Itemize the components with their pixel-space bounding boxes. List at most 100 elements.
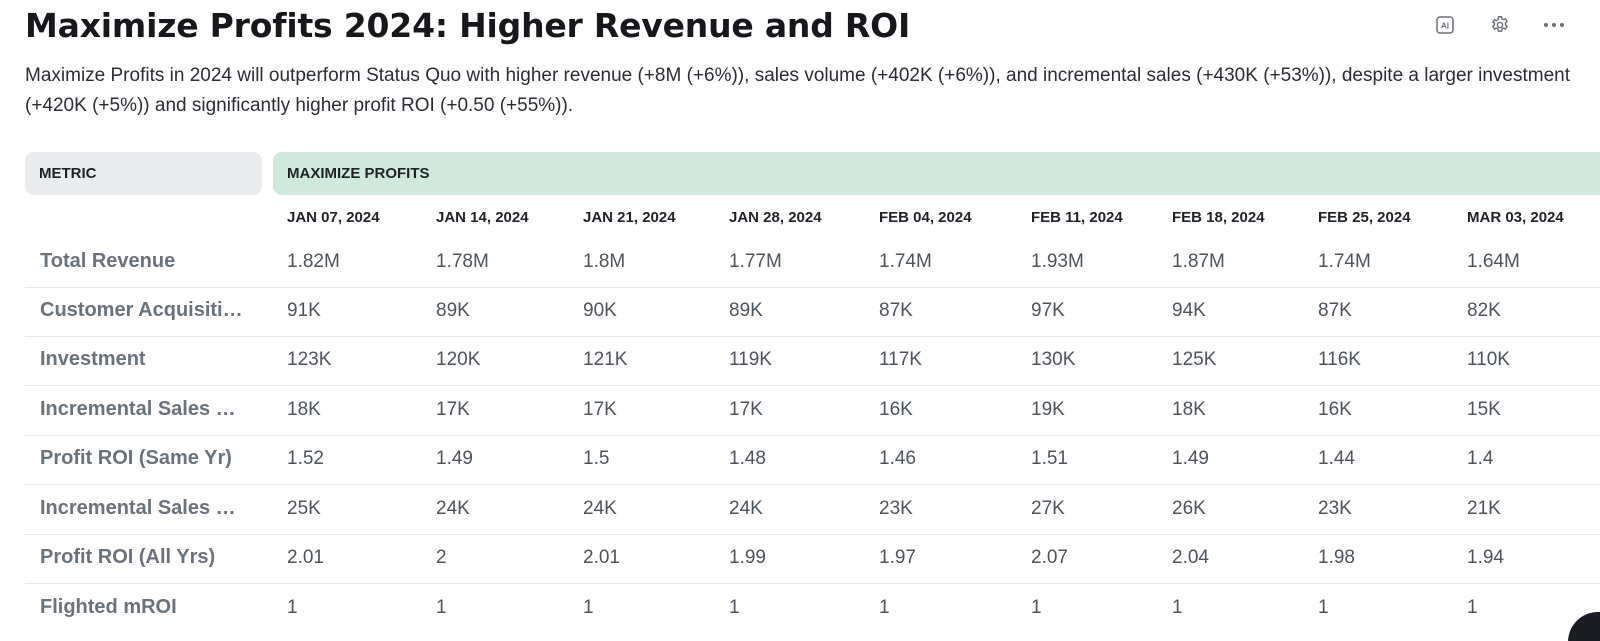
table-cell: 2.07 bbox=[1031, 547, 1068, 568]
header-actions: AI bbox=[1400, 10, 1600, 40]
table-cell: 89K bbox=[729, 300, 763, 321]
row-label: Total Revenue bbox=[40, 250, 176, 272]
table-cell: 16K bbox=[1318, 399, 1352, 420]
more-options-icon[interactable] bbox=[1542, 13, 1566, 37]
table-cell: 1 bbox=[729, 597, 740, 618]
date-header: JAN 07, 2024 bbox=[287, 209, 380, 226]
table-cell: 94K bbox=[1172, 300, 1206, 321]
table-cell: 1.82M bbox=[287, 251, 340, 272]
table-cell: 24K bbox=[583, 498, 617, 519]
table-cell: 91K bbox=[287, 300, 321, 321]
row-label: Customer Acquisiti… bbox=[40, 299, 243, 321]
table-cell: 1.44 bbox=[1318, 448, 1355, 469]
summary-text: Maximize Profits in 2024 will outperform… bbox=[25, 65, 1570, 116]
table-cell: 117K bbox=[879, 349, 922, 370]
ai-icon[interactable]: AI bbox=[1433, 13, 1457, 37]
table-cell: 123K bbox=[287, 349, 332, 370]
table-cell: 2 bbox=[436, 547, 447, 568]
table-row: Total Revenue 1.82M 1.78M 1.8M 1.77M 1.74M 1.9… bbox=[25, 239, 1600, 288]
table-cell: 110K bbox=[1467, 349, 1510, 370]
table-cell: 97K bbox=[1031, 300, 1065, 321]
table-cell: 1.52 bbox=[287, 448, 324, 469]
table-cell: 24K bbox=[436, 498, 470, 519]
table-cell: 1.87M bbox=[1172, 251, 1225, 272]
table-cell: 2.04 bbox=[1172, 547, 1209, 568]
page-title: Maximize Profits 2024: Higher Revenue an… bbox=[25, 6, 911, 45]
table-cell: 116K bbox=[1318, 349, 1361, 370]
date-header: FEB 25, 2024 bbox=[1318, 209, 1411, 226]
date-header: JAN 21, 2024 bbox=[583, 209, 676, 226]
date-header: FEB 18, 2024 bbox=[1172, 209, 1265, 226]
table-cell: 87K bbox=[879, 300, 913, 321]
table-cell: 19K bbox=[1031, 399, 1065, 420]
table-cell: 1 bbox=[1031, 597, 1042, 618]
table-cell: 119K bbox=[729, 349, 772, 370]
table-cell: 1.74M bbox=[879, 251, 932, 272]
table-cell: 1.49 bbox=[1172, 448, 1209, 469]
table-cell: 2.01 bbox=[583, 547, 620, 568]
table-cell: 1.93M bbox=[1031, 251, 1084, 272]
table-cell: 90K bbox=[583, 300, 617, 321]
scenario-column-header: MAXIMIZE PROFITS bbox=[273, 152, 1600, 195]
gear-icon[interactable] bbox=[1488, 13, 1512, 37]
table-cell: 1.46 bbox=[879, 448, 916, 469]
row-label: Profit ROI (Same Yr) bbox=[40, 447, 232, 469]
ai-icon-label: AI bbox=[1441, 22, 1449, 31]
date-header: FEB 11, 2024 bbox=[1031, 209, 1123, 226]
table-cell: 15K bbox=[1467, 399, 1501, 420]
table-cell: 2.01 bbox=[287, 547, 324, 568]
table-cell: 18K bbox=[287, 399, 321, 420]
date-header: JAN 14, 2024 bbox=[436, 209, 529, 226]
table-cell: 125K bbox=[1172, 349, 1217, 370]
table-cell: 1 bbox=[1172, 597, 1183, 618]
table-cell: 1.98 bbox=[1318, 547, 1355, 568]
table-cell: 1.49 bbox=[436, 448, 473, 469]
table-row: Customer Acquisiti… 91K 89K 90K 89K 87K 97K 94K… bbox=[25, 288, 1600, 337]
table-cell: 1.74M bbox=[1318, 251, 1371, 272]
row-label: Flighted mROI bbox=[40, 596, 177, 618]
table-cell: 87K bbox=[1318, 300, 1352, 321]
table-cell: 1 bbox=[583, 597, 594, 618]
table-cell: 1.51 bbox=[1031, 448, 1068, 469]
table-cell: 1.64M bbox=[1467, 251, 1520, 272]
table-cell: 130K bbox=[1031, 349, 1076, 370]
table-cell: 17K bbox=[729, 399, 763, 420]
row-label: Incremental Sales … bbox=[40, 497, 236, 519]
table-row: Profit ROI (All Yrs) 2.01 2 2.01 1.99 1.97 2.0… bbox=[25, 535, 1600, 584]
table-cell: 121K bbox=[583, 349, 628, 370]
table-cell: 1.94 bbox=[1467, 547, 1504, 568]
date-header: MAR 03, 2024 bbox=[1467, 209, 1564, 226]
table-row: Incremental Sales … 25K 24K 24K 24K 23K 27K 26K… bbox=[25, 486, 1600, 535]
table-cell: 1.77M bbox=[729, 251, 782, 272]
date-header: JAN 28, 2024 bbox=[729, 209, 822, 226]
table-cell: 17K bbox=[436, 399, 470, 420]
table-cell: 26K bbox=[1172, 498, 1206, 519]
table-cell: 1.4 bbox=[1467, 448, 1494, 469]
table-cell: 24K bbox=[729, 498, 763, 519]
row-label: Investment bbox=[40, 348, 146, 370]
table-cell: 1.8M bbox=[583, 251, 626, 272]
date-header: FEB 04, 2024 bbox=[879, 209, 972, 226]
row-label: Profit ROI (All Yrs) bbox=[40, 546, 216, 568]
table-cell: 27K bbox=[1031, 498, 1065, 519]
table-cell: 1 bbox=[287, 597, 298, 618]
table-cell: 82K bbox=[1467, 300, 1501, 321]
table-cell: 1 bbox=[879, 597, 890, 618]
table-cell: 18K bbox=[1172, 399, 1206, 420]
table-cell: 1.48 bbox=[729, 448, 766, 469]
table-cell: 1.5 bbox=[583, 448, 610, 469]
table-cell: 1.99 bbox=[729, 547, 766, 568]
table-cell: 25K bbox=[287, 498, 321, 519]
table-row: Profit ROI (Same Yr) 1.52 1.49 1.5 1.48 1.46 1… bbox=[25, 436, 1600, 485]
table-cell: 89K bbox=[436, 300, 470, 321]
table-cell: 120K bbox=[436, 349, 481, 370]
row-label: Incremental Sales … bbox=[40, 398, 236, 420]
table-cell: 23K bbox=[1318, 498, 1352, 519]
table-row: Investment 123K 120K 121K 119K 117K 130K 125K 11… bbox=[25, 337, 1600, 386]
table-cell: 17K bbox=[583, 399, 617, 420]
table-cell: 1 bbox=[1467, 597, 1478, 618]
table-cell: 23K bbox=[879, 498, 913, 519]
metric-column-header: METRIC bbox=[25, 152, 262, 195]
table-row: Incremental Sales … 18K 17K 17K 17K 16K 19K 18K… bbox=[25, 387, 1600, 436]
table-cell: 1 bbox=[1318, 597, 1329, 618]
